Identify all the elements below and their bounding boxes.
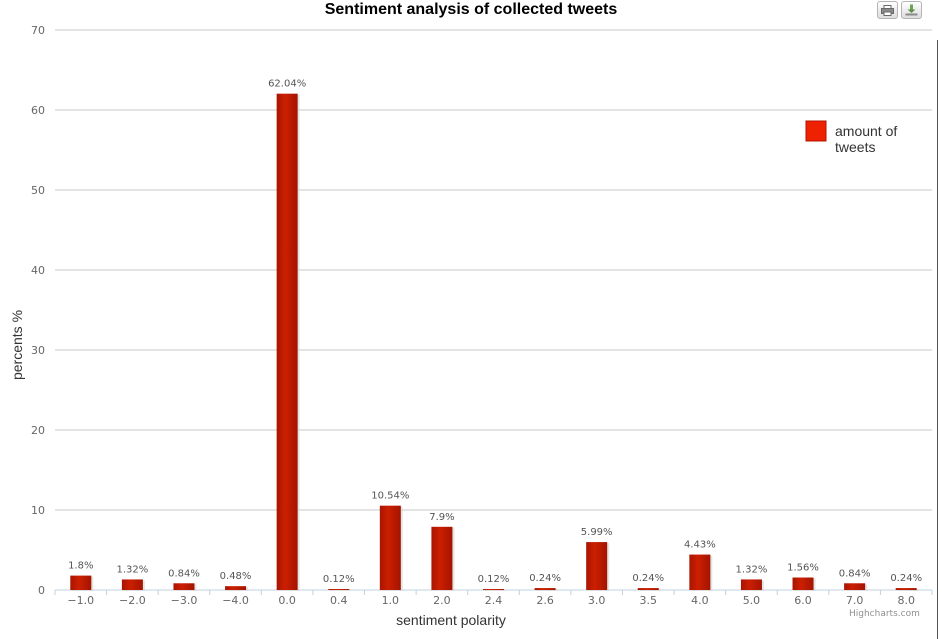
chart-title: Sentiment analysis of collected tweets bbox=[324, 1, 618, 18]
bar[interactable] bbox=[225, 586, 247, 590]
bar-data-label: 1.56% bbox=[787, 563, 819, 574]
y-axis-ticks: 0 10 20 30 40 50 60 70 bbox=[31, 24, 45, 597]
highcharts-credit[interactable]: Highcharts.com bbox=[849, 609, 920, 619]
y-axis-title: percents % bbox=[9, 310, 25, 380]
bar-data-label: 62.04% bbox=[268, 79, 306, 90]
bar-shadow bbox=[485, 590, 506, 591]
download-icon bbox=[905, 4, 918, 16]
legend-label: amount of tweets bbox=[835, 123, 901, 155]
y-tick-label: 60 bbox=[31, 104, 45, 117]
bar-shadow bbox=[536, 589, 558, 591]
gridlines bbox=[55, 29, 932, 591]
bar-data-label: 1.32% bbox=[736, 564, 768, 575]
bar[interactable] bbox=[689, 554, 711, 590]
bar-data-label: 0.84% bbox=[168, 568, 200, 579]
x-tick-label: 0.4 bbox=[330, 594, 348, 607]
chart-border bbox=[937, 40, 938, 639]
x-tick-label: 4.0 bbox=[691, 594, 709, 607]
print-button[interactable] bbox=[877, 1, 898, 19]
x-tick-label: 7.0 bbox=[846, 594, 864, 607]
bar-data-label: 5.99% bbox=[581, 527, 613, 538]
bar[interactable] bbox=[70, 575, 92, 590]
bar-data-label: 0.24% bbox=[632, 573, 664, 584]
bar-data-label: 0.48% bbox=[220, 571, 252, 582]
y-tick-label: 70 bbox=[31, 24, 45, 37]
x-axis-ticks: −1.0 −2.0 −3.0 −4.0 0.0 0.4 1.0 2.0 2.4 2.6 3.0 3.5… bbox=[54, 590, 933, 607]
bar[interactable] bbox=[173, 583, 195, 590]
print-icon bbox=[881, 4, 894, 16]
bar[interactable] bbox=[121, 579, 143, 590]
bar-shadow bbox=[330, 590, 352, 591]
bar[interactable] bbox=[483, 589, 504, 590]
y-tick-label: 20 bbox=[31, 424, 45, 437]
x-axis-title: sentiment polarity bbox=[396, 612, 506, 628]
x-tick-label: 2.6 bbox=[536, 594, 554, 607]
bar-data-label: 4.43% bbox=[684, 540, 716, 551]
bar-shadow bbox=[897, 589, 919, 591]
bars bbox=[70, 93, 919, 592]
bar[interactable] bbox=[431, 526, 453, 590]
y-tick-label: 40 bbox=[31, 264, 45, 277]
bar-data-label: 0.12% bbox=[323, 574, 355, 585]
x-tick-label: 1.0 bbox=[382, 594, 400, 607]
export-toolbar bbox=[877, 1, 922, 19]
x-tick-label: −3.0 bbox=[171, 594, 198, 607]
x-tick-label: 2.0 bbox=[433, 594, 451, 607]
x-tick-label: 0.0 bbox=[278, 594, 296, 607]
x-tick-label: 6.0 bbox=[794, 594, 812, 607]
y-tick-label: 30 bbox=[31, 344, 45, 357]
bar[interactable] bbox=[740, 579, 762, 590]
bar-data-label: 7.9% bbox=[429, 512, 454, 523]
data-labels: 1.8% 1.32% 0.84% 0.48% 62.04% 0.12% 10.54% 7.9%… bbox=[68, 79, 922, 585]
x-tick-label: −2.0 bbox=[119, 594, 146, 607]
x-tick-label: −1.0 bbox=[67, 594, 94, 607]
x-tick-label: −4.0 bbox=[222, 594, 249, 607]
bar[interactable] bbox=[379, 505, 401, 590]
bar-data-label: 10.54% bbox=[371, 491, 409, 502]
bar-data-label: 0.84% bbox=[839, 568, 871, 579]
legend-swatch bbox=[805, 120, 827, 142]
bar[interactable] bbox=[328, 589, 350, 590]
x-tick-label: 5.0 bbox=[743, 594, 761, 607]
bar[interactable] bbox=[792, 577, 814, 590]
bar[interactable] bbox=[276, 93, 298, 591]
y-tick-label: 0 bbox=[38, 584, 45, 597]
bar-shadow bbox=[639, 589, 661, 591]
y-tick-label: 10 bbox=[31, 504, 45, 517]
x-tick-label: 2.4 bbox=[485, 594, 503, 607]
bar[interactable] bbox=[637, 588, 659, 590]
bar-data-label: 1.8% bbox=[68, 561, 93, 572]
download-button[interactable] bbox=[901, 1, 922, 19]
y-tick-label: 50 bbox=[31, 184, 45, 197]
bar-data-label: 0.24% bbox=[890, 573, 922, 584]
x-tick-label: 3.0 bbox=[588, 594, 606, 607]
legend[interactable]: amount of tweets bbox=[805, 120, 901, 155]
bar[interactable] bbox=[586, 542, 608, 590]
x-tick-label: 8.0 bbox=[897, 594, 915, 607]
bar[interactable] bbox=[534, 588, 556, 590]
bar-data-label: 0.24% bbox=[529, 573, 561, 584]
bar[interactable] bbox=[895, 588, 917, 590]
x-tick-label: 3.5 bbox=[640, 594, 658, 607]
bar-data-label: 0.12% bbox=[478, 574, 510, 585]
bar[interactable] bbox=[844, 583, 866, 590]
bar-data-label: 1.32% bbox=[116, 564, 148, 575]
